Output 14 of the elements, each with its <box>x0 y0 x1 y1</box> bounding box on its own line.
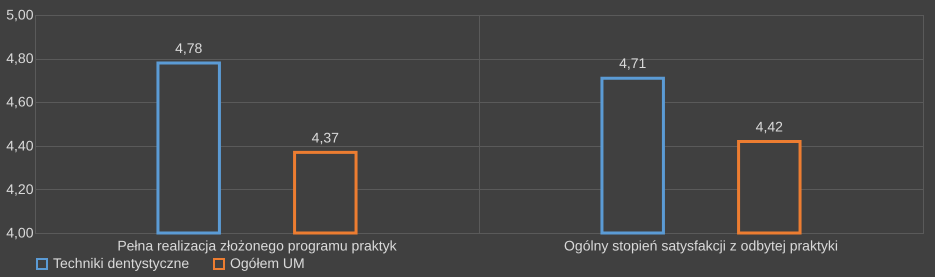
legend-label: Techniki dentystyczne <box>53 255 190 271</box>
data-label: 4,42 <box>756 118 784 134</box>
data-label: 4,37 <box>312 129 340 146</box>
y-tick-label: 4,20 <box>6 180 34 197</box>
y-tick-label: 4,80 <box>6 50 34 66</box>
x-tick-label: Ogólny stopień satysfakcji z odbytej praktyki <box>564 238 838 254</box>
y-tick-label: 4,00 <box>6 224 34 240</box>
y-tick-label: 4,60 <box>6 94 34 110</box>
y-tick-label: 4,40 <box>6 137 34 154</box>
x-tick-label: Pełna realizacja złożonego programu praktyk <box>117 238 398 254</box>
legend-label: Ogółem UM <box>230 255 305 271</box>
y-tick-label: 5,00 <box>6 6 34 22</box>
data-label: 4,71 <box>619 55 647 72</box>
data-label: 4,78 <box>175 40 203 56</box>
